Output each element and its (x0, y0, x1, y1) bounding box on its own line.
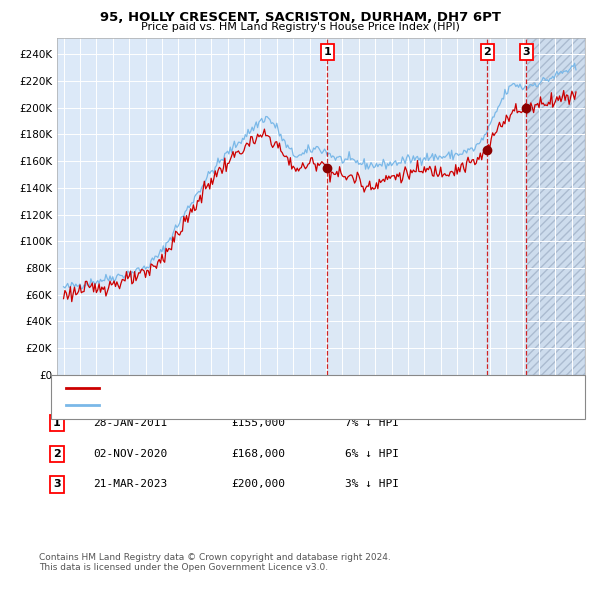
Text: Contains HM Land Registry data © Crown copyright and database right 2024.: Contains HM Land Registry data © Crown c… (39, 553, 391, 562)
Text: This data is licensed under the Open Government Licence v3.0.: This data is licensed under the Open Gov… (39, 563, 328, 572)
Bar (526, 38, 585, 375)
Text: £155,000: £155,000 (231, 418, 285, 428)
Text: 95, HOLLY CRESCENT, SACRISTON, DURHAM, DH7 6PT: 95, HOLLY CRESCENT, SACRISTON, DURHAM, D… (100, 11, 500, 24)
Text: 6% ↓ HPI: 6% ↓ HPI (345, 449, 399, 458)
Text: £168,000: £168,000 (231, 449, 285, 458)
Text: 7% ↓ HPI: 7% ↓ HPI (345, 418, 399, 428)
Bar (327, 38, 526, 375)
Text: 2: 2 (53, 449, 61, 458)
Text: 02-NOV-2020: 02-NOV-2020 (93, 449, 167, 458)
Text: Price paid vs. HM Land Registry's House Price Index (HPI): Price paid vs. HM Land Registry's House … (140, 22, 460, 32)
Text: 95, HOLLY CRESCENT, SACRISTON, DURHAM, DH7 6PT (detached house): 95, HOLLY CRESCENT, SACRISTON, DURHAM, D… (105, 384, 482, 394)
Text: 3: 3 (523, 47, 530, 57)
Text: 21-MAR-2023: 21-MAR-2023 (93, 480, 167, 489)
Text: 28-JAN-2011: 28-JAN-2011 (93, 418, 167, 428)
Text: 2: 2 (484, 47, 491, 57)
Text: £200,000: £200,000 (231, 480, 285, 489)
Text: 1: 1 (323, 47, 331, 57)
Bar (526, 38, 585, 375)
Text: 3% ↓ HPI: 3% ↓ HPI (345, 480, 399, 489)
Text: 3: 3 (53, 480, 61, 489)
Text: HPI: Average price, detached house, County Durham: HPI: Average price, detached house, Coun… (105, 400, 380, 410)
Text: 1: 1 (53, 418, 61, 428)
